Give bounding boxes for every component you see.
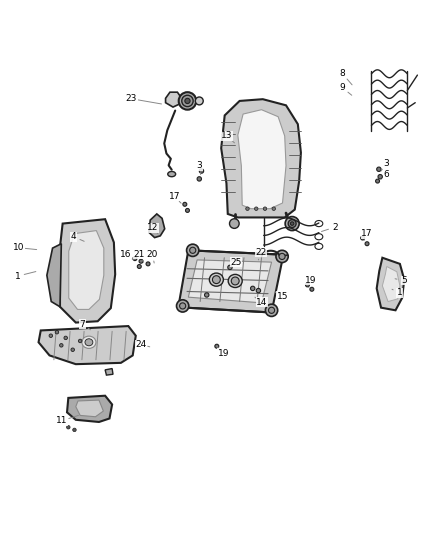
- Text: 5: 5: [401, 276, 407, 285]
- Ellipse shape: [197, 177, 201, 181]
- Text: 14: 14: [256, 298, 268, 307]
- Ellipse shape: [182, 95, 193, 107]
- Polygon shape: [166, 92, 180, 107]
- Ellipse shape: [183, 203, 187, 206]
- Text: 1: 1: [396, 288, 403, 297]
- Ellipse shape: [310, 287, 314, 291]
- Ellipse shape: [209, 273, 223, 286]
- Ellipse shape: [263, 207, 267, 211]
- Ellipse shape: [231, 277, 239, 285]
- Text: 16: 16: [120, 250, 132, 259]
- Text: 11: 11: [57, 416, 68, 425]
- Ellipse shape: [146, 262, 150, 266]
- Ellipse shape: [64, 336, 67, 340]
- Ellipse shape: [365, 242, 369, 246]
- Text: 7: 7: [79, 320, 85, 329]
- Text: 12: 12: [147, 223, 158, 232]
- Text: 15: 15: [277, 292, 288, 301]
- Ellipse shape: [205, 293, 209, 297]
- Ellipse shape: [246, 207, 249, 211]
- Text: 19: 19: [218, 349, 229, 358]
- Polygon shape: [105, 368, 113, 375]
- Ellipse shape: [55, 330, 59, 334]
- Text: 3: 3: [383, 159, 389, 168]
- Polygon shape: [149, 214, 165, 238]
- Text: 3: 3: [196, 161, 202, 170]
- Ellipse shape: [290, 222, 294, 225]
- Polygon shape: [67, 395, 112, 422]
- Ellipse shape: [179, 92, 196, 110]
- Ellipse shape: [180, 303, 186, 309]
- Ellipse shape: [256, 288, 261, 293]
- Ellipse shape: [279, 253, 285, 260]
- Text: 17: 17: [169, 192, 180, 201]
- Ellipse shape: [177, 300, 189, 312]
- Ellipse shape: [190, 247, 196, 253]
- Text: 9: 9: [339, 83, 346, 92]
- Text: 1: 1: [14, 272, 21, 281]
- Polygon shape: [76, 400, 103, 417]
- Ellipse shape: [187, 244, 199, 256]
- Text: 4: 4: [71, 232, 76, 241]
- Ellipse shape: [139, 259, 143, 263]
- Ellipse shape: [195, 97, 203, 105]
- Ellipse shape: [285, 216, 299, 231]
- Ellipse shape: [268, 307, 275, 313]
- Ellipse shape: [272, 207, 276, 211]
- Text: 8: 8: [339, 69, 346, 78]
- Text: 23: 23: [126, 94, 137, 103]
- Polygon shape: [69, 231, 104, 310]
- Polygon shape: [221, 99, 301, 217]
- Ellipse shape: [265, 304, 278, 317]
- Text: 22: 22: [255, 248, 266, 257]
- Text: 17: 17: [361, 229, 373, 238]
- Ellipse shape: [251, 286, 255, 290]
- Ellipse shape: [276, 251, 288, 263]
- Polygon shape: [382, 266, 400, 302]
- Ellipse shape: [85, 339, 93, 346]
- Ellipse shape: [82, 336, 96, 349]
- Ellipse shape: [186, 208, 189, 213]
- Polygon shape: [188, 260, 272, 303]
- Ellipse shape: [228, 274, 242, 287]
- Polygon shape: [60, 219, 115, 322]
- Polygon shape: [47, 244, 61, 307]
- Ellipse shape: [228, 265, 232, 270]
- Text: 6: 6: [383, 170, 389, 179]
- Ellipse shape: [71, 348, 74, 351]
- Ellipse shape: [377, 167, 381, 172]
- Ellipse shape: [288, 220, 296, 228]
- Polygon shape: [178, 251, 283, 312]
- Text: 24: 24: [135, 340, 147, 349]
- Ellipse shape: [168, 172, 176, 177]
- Text: 20: 20: [147, 250, 158, 259]
- Ellipse shape: [254, 207, 258, 211]
- Polygon shape: [238, 110, 286, 209]
- Ellipse shape: [60, 344, 63, 347]
- Polygon shape: [39, 326, 136, 364]
- Ellipse shape: [230, 219, 239, 229]
- Ellipse shape: [78, 339, 82, 343]
- Ellipse shape: [133, 257, 137, 261]
- Ellipse shape: [67, 425, 70, 429]
- Ellipse shape: [378, 174, 382, 179]
- Ellipse shape: [305, 283, 309, 287]
- Text: 21: 21: [134, 250, 145, 259]
- Ellipse shape: [375, 179, 379, 183]
- Ellipse shape: [49, 334, 53, 337]
- Ellipse shape: [73, 428, 76, 432]
- Ellipse shape: [137, 264, 141, 269]
- Polygon shape: [377, 258, 404, 310]
- Ellipse shape: [212, 276, 220, 284]
- Text: 19: 19: [305, 276, 317, 285]
- Ellipse shape: [360, 236, 364, 240]
- Text: 2: 2: [332, 223, 338, 231]
- Text: 13: 13: [221, 132, 233, 141]
- Ellipse shape: [185, 98, 190, 103]
- Ellipse shape: [199, 169, 204, 173]
- Ellipse shape: [215, 344, 219, 348]
- Text: 25: 25: [230, 257, 241, 266]
- Text: 10: 10: [13, 243, 24, 252]
